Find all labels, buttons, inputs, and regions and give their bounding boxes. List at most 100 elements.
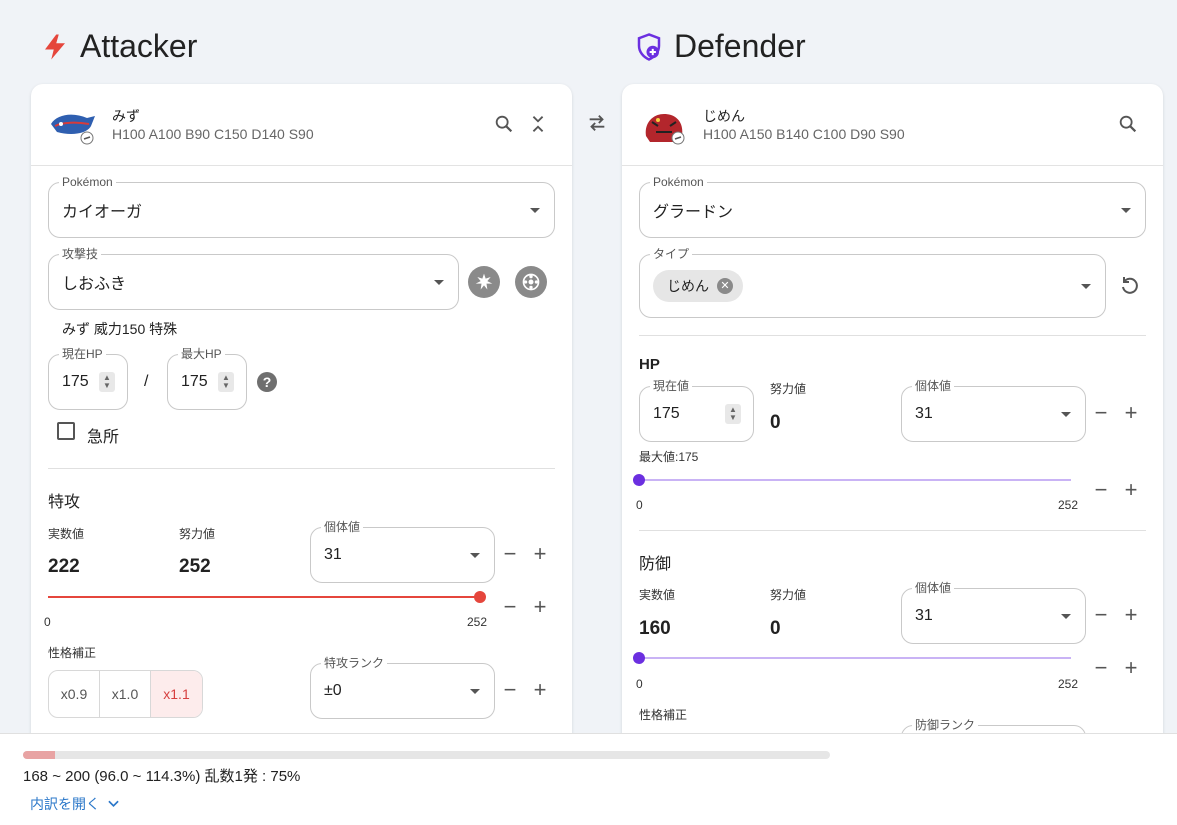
help-icon[interactable]: ?	[257, 372, 277, 392]
effort-minus-button[interactable]: −	[503, 594, 517, 619]
actual-value-label: 実数値	[48, 527, 85, 541]
type-chip-label: じめん	[667, 278, 709, 294]
iv-value: 31	[324, 546, 342, 563]
divider	[639, 335, 1146, 336]
defense-iv-plus-button[interactable]: +	[1124, 602, 1138, 627]
hp-section-title: HP	[639, 356, 660, 373]
chevron-down-icon	[470, 553, 480, 558]
hp-effort-minus-button[interactable]: −	[1094, 477, 1108, 502]
hp-iv-select[interactable]: 個体値 31	[901, 379, 1086, 442]
nature-label: 性格補正	[48, 646, 97, 660]
attacker-header: みず H100 A100 B90 C150 D140 S90	[31, 84, 572, 166]
iv-value: 31	[915, 607, 933, 624]
iv-label: 個体値	[912, 581, 955, 595]
slider-max-label: 252	[467, 615, 488, 629]
max-hp-spinner[interactable]: ▲ ▼	[218, 372, 234, 392]
effort-value: 252	[179, 556, 211, 577]
chevron-down-icon	[434, 280, 444, 285]
rank-label: 特攻ランク	[321, 656, 388, 670]
reset-icon[interactable]	[1118, 274, 1142, 298]
type-chip: じめん ✕	[653, 270, 743, 302]
defender-title: Defender	[674, 28, 806, 64]
slider-thumb[interactable]	[633, 652, 645, 664]
current-hp-input[interactable]: 現在HP 175 ▲ ▼	[48, 347, 128, 410]
slider-thumb[interactable]	[633, 474, 645, 486]
current-value: 175	[653, 405, 680, 422]
physical-category-button[interactable]	[468, 266, 500, 298]
current-hp-label: 現在HP	[59, 347, 106, 361]
slider-thumb[interactable]	[474, 591, 486, 603]
defense-effort-value: 0	[770, 618, 781, 639]
slider-max-label: 252	[1058, 498, 1079, 512]
max-hp-value: 175	[181, 373, 208, 390]
current-hp-spinner[interactable]: ▲ ▼	[99, 372, 115, 392]
effort-slider[interactable]	[48, 590, 486, 604]
attacker-header-stats: H100 A100 B90 C150 D140 S90	[112, 126, 314, 142]
defender-search-button[interactable]	[1114, 110, 1142, 138]
rank-value: ±0	[324, 682, 342, 699]
nature-label: 性格補正	[639, 708, 688, 722]
attacker-collapse-button[interactable]	[524, 110, 552, 138]
current-hp-value: 175	[62, 373, 89, 390]
defense-effort-plus-button[interactable]: +	[1124, 655, 1138, 680]
chip-remove-icon[interactable]: ✕	[717, 278, 733, 294]
slider-min-label: 0	[636, 498, 643, 512]
hp-iv-plus-button[interactable]: +	[1124, 400, 1138, 425]
slider-min-label: 0	[636, 677, 643, 691]
iv-plus-button[interactable]: +	[533, 541, 547, 566]
defender-title-block: Defender	[634, 28, 806, 65]
breakdown-label: 内訳を開く	[30, 796, 100, 812]
nature-option-0.9[interactable]: x0.9	[49, 671, 100, 717]
max-hp-input[interactable]: 最大HP 175 ▲ ▼	[167, 347, 247, 410]
rank-minus-button[interactable]: −	[503, 677, 517, 702]
move-select-label: 攻撃技	[59, 247, 102, 261]
defender-pokemon-select[interactable]: Pokémon グラードン	[639, 175, 1146, 238]
move-info: みず 威力150 特殊	[62, 321, 178, 337]
defense-effort-slider[interactable]	[633, 651, 1071, 665]
defense-iv-select[interactable]: 個体値 31	[901, 581, 1086, 644]
attacker-card: みず H100 A100 B90 C150 D140 S90 Pokémon カ…	[31, 84, 572, 784]
open-breakdown-link[interactable]: 内訳を開く	[30, 794, 119, 814]
attacker-pokemon-select[interactable]: Pokémon カイオーガ	[48, 175, 555, 238]
physical-category-icon	[475, 273, 493, 290]
chevron-down-icon	[470, 689, 480, 694]
defender-type-select[interactable]: タイプ じめん ✕	[639, 247, 1106, 318]
result-bar: 168 ~ 200 (96.0 ~ 114.3%) 乱数1発 : 75% 内訳を…	[0, 733, 1177, 825]
chevron-down-icon	[1061, 614, 1071, 619]
current-hp-spinner[interactable]: ▲ ▼	[725, 404, 741, 424]
critical-checkbox[interactable]	[57, 422, 75, 440]
attacker-move-select[interactable]: 攻撃技 しおふき	[48, 247, 459, 310]
defender-current-hp-input[interactable]: 現在値 175 ▲ ▼	[639, 379, 754, 442]
swap-icon[interactable]	[586, 112, 608, 134]
defense-section-title: 防御	[639, 556, 672, 573]
defense-actual-value: 160	[639, 618, 671, 639]
hp-iv-minus-button[interactable]: −	[1094, 400, 1108, 425]
special-category-button[interactable]	[515, 266, 547, 298]
attacker-search-button[interactable]	[490, 110, 518, 138]
defense-iv-minus-button[interactable]: −	[1094, 602, 1108, 627]
slider-max-label: 252	[1058, 677, 1079, 691]
attacker-sprite	[51, 114, 95, 145]
special-attack-rank-select[interactable]: 特攻ランク ±0	[310, 656, 495, 719]
pokemon-select-label: Pokémon	[650, 175, 707, 189]
max-hp-label: 最大HP	[178, 347, 225, 361]
defender-sprite	[645, 114, 685, 145]
hp-effort-slider[interactable]	[633, 473, 1071, 487]
rank-plus-button[interactable]: +	[533, 677, 547, 702]
nature-option-1.0[interactable]: x1.0	[100, 671, 151, 717]
iv-minus-button[interactable]: −	[503, 541, 517, 566]
pokemon-select-value: グラードン	[653, 204, 734, 221]
attacker-iv-select[interactable]: 個体値 31	[310, 520, 495, 583]
max-value-label: 最大値:175	[639, 450, 699, 464]
collapse-icon	[532, 116, 544, 132]
actual-value-label: 実数値	[639, 588, 676, 602]
nature-option-1.1[interactable]: x1.1	[151, 671, 202, 717]
hp-effort-plus-button[interactable]: +	[1124, 477, 1138, 502]
effort-plus-button[interactable]: +	[533, 594, 547, 619]
iv-label: 個体値	[321, 520, 364, 534]
damage-progress-fill	[23, 751, 56, 759]
effort-value-label: 努力値	[179, 527, 216, 541]
hp-effort-value: 0	[770, 412, 781, 433]
defense-effort-minus-button[interactable]: −	[1094, 655, 1108, 680]
defender-card: じめん H100 A150 B140 C100 D90 S90 Pokémon …	[622, 84, 1163, 784]
